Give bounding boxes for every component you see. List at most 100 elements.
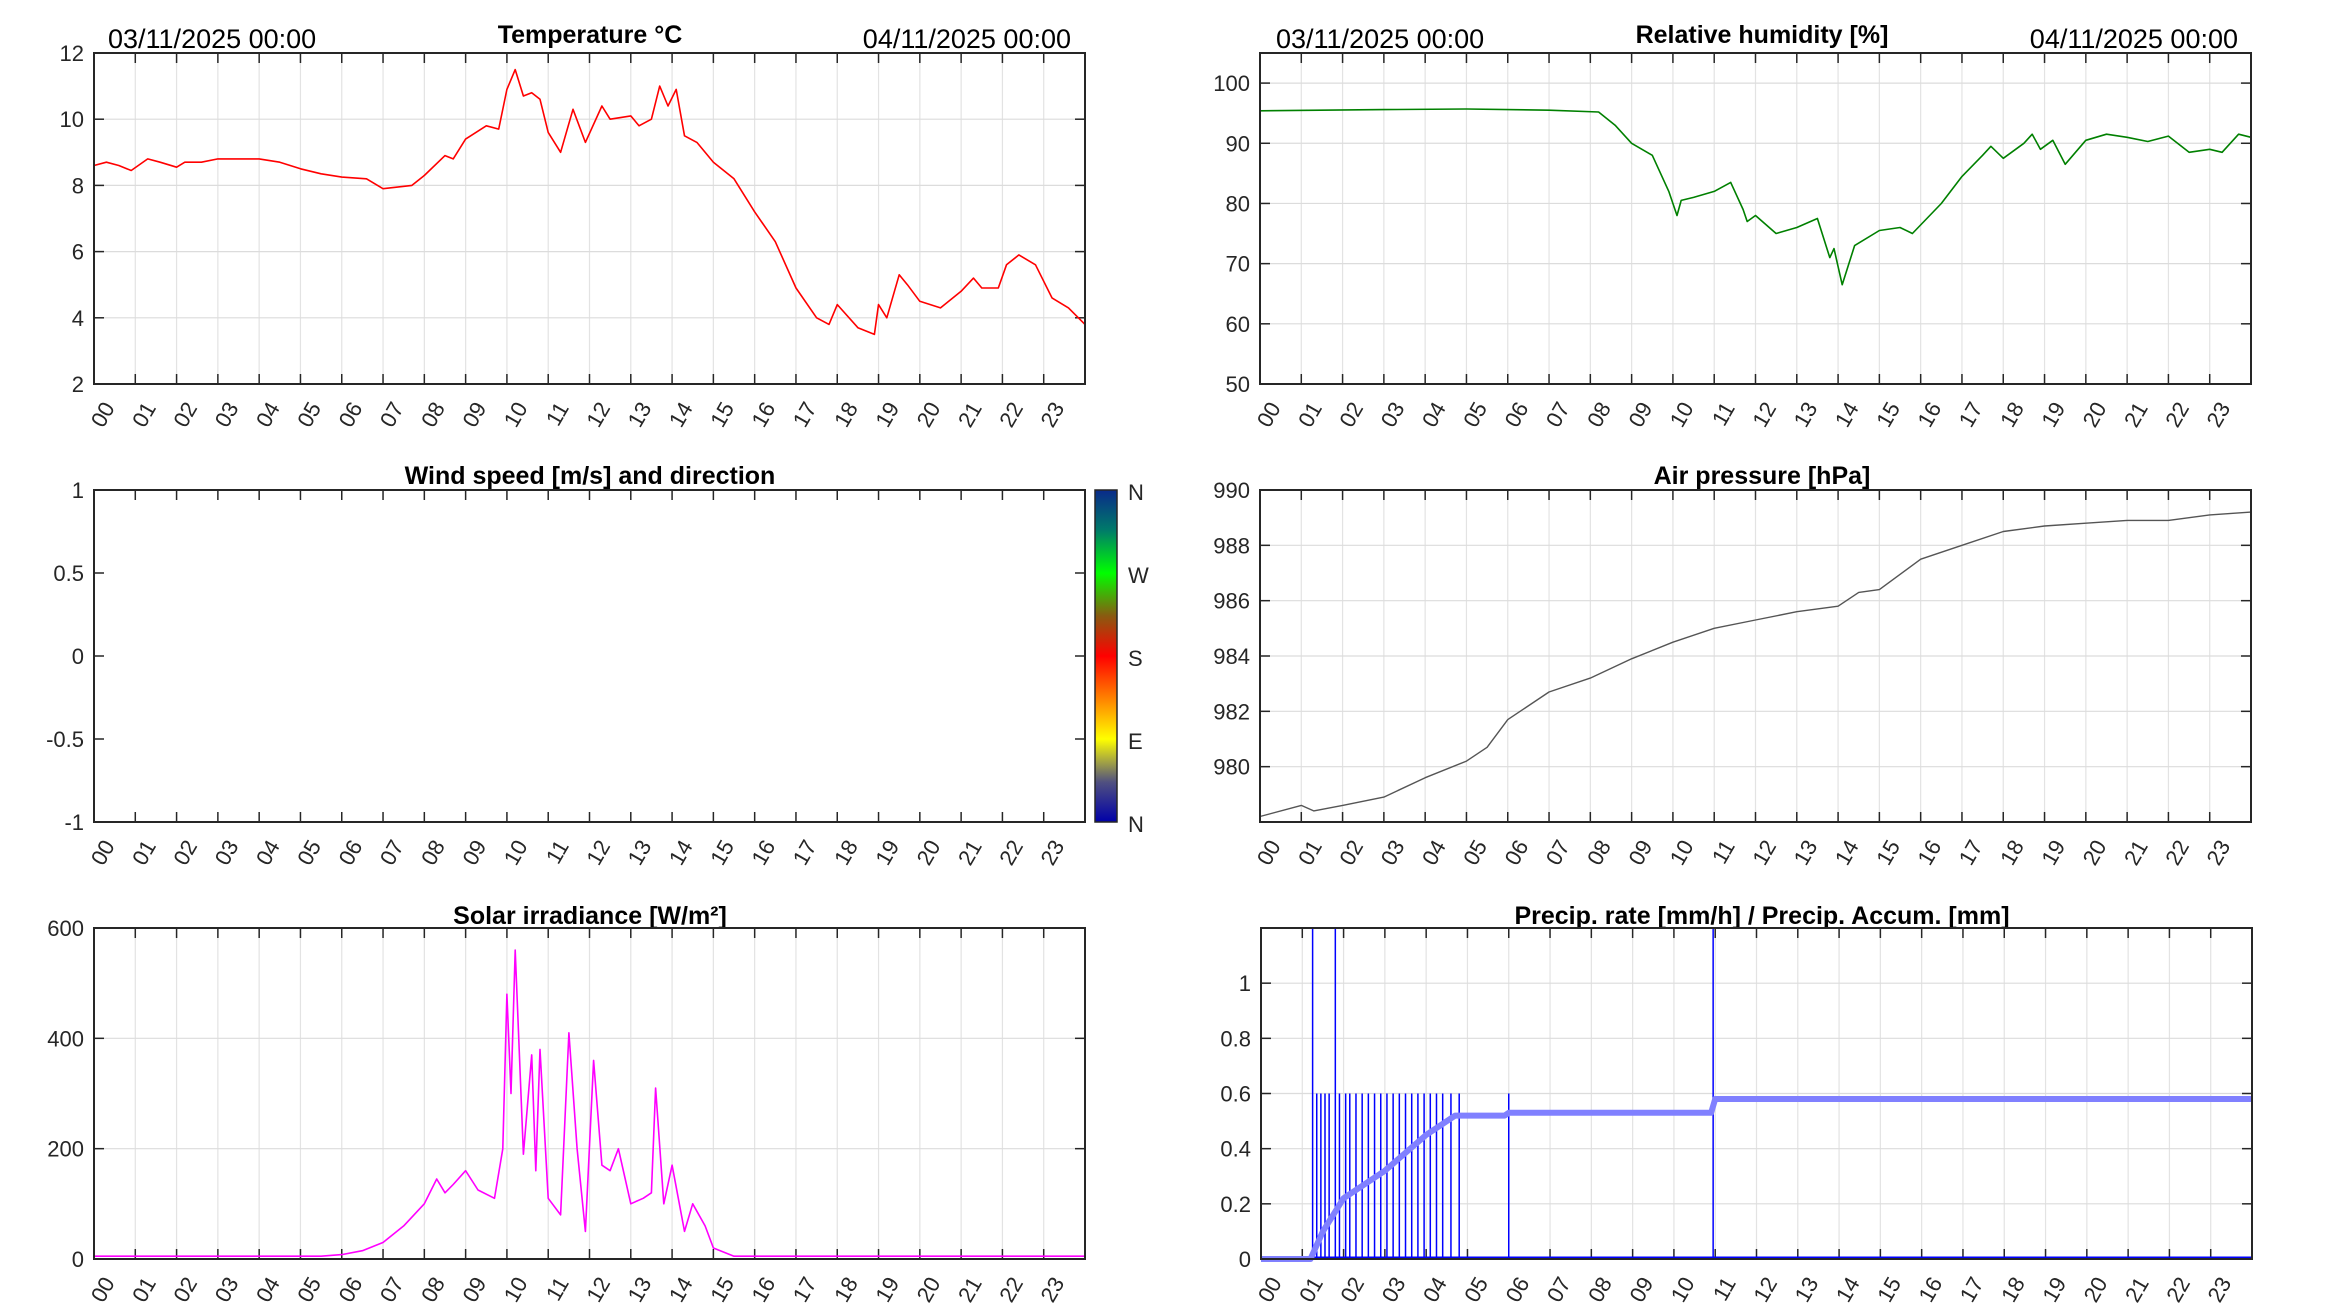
x-tick-label: 22 — [994, 398, 1028, 432]
x-tick-label: 22 — [2161, 1273, 2195, 1307]
y-tick-label: 50 — [1226, 372, 1250, 397]
y-tick-label: 0.8 — [1220, 1026, 1251, 1051]
temperature-start-date: 03/11/2025 00:00 — [108, 24, 316, 54]
y-tick-label: 100 — [1213, 71, 1250, 96]
y-tick-label: 200 — [47, 1137, 84, 1162]
x-tick-label: 17 — [788, 398, 822, 432]
x-tick-label: 12 — [581, 1273, 615, 1307]
y-tick-label: 982 — [1213, 699, 1250, 724]
x-tick-label: 18 — [829, 1273, 863, 1307]
x-tick-label: 09 — [1623, 398, 1657, 432]
x-tick-label: 14 — [664, 398, 698, 432]
x-tick-label: 23 — [1035, 836, 1069, 870]
x-tick-label: 23 — [2201, 836, 2235, 870]
x-tick-label: 14 — [1831, 1273, 1865, 1307]
x-tick-label: 17 — [788, 836, 822, 870]
x-tick-label: 06 — [1501, 1273, 1535, 1307]
x-tick-label: 15 — [1872, 1273, 1906, 1307]
x-tick-label: 20 — [2078, 398, 2112, 432]
x-tick-label: 07 — [1541, 398, 1575, 432]
x-tick-label: 21 — [953, 836, 987, 870]
x-tick-label: 04 — [1417, 398, 1451, 432]
x-tick-label: 14 — [664, 836, 698, 870]
x-tick-label: 13 — [623, 398, 657, 432]
y-tick-label: 1 — [72, 478, 84, 503]
x-tick-label: 06 — [334, 1273, 368, 1307]
x-tick-label: 01 — [1293, 836, 1327, 870]
x-tick-label: 16 — [746, 1273, 780, 1307]
y-tick-label: 0.6 — [1220, 1082, 1251, 1107]
x-tick-label: 18 — [829, 836, 863, 870]
x-tick-label: 11 — [1708, 1273, 1741, 1305]
x-tick-label: 05 — [1458, 836, 1492, 870]
temperature-axes: 00 01 02 03 04 05 06 07 08 09 10 11 12 13 14 15 16 17 18 19… — [60, 41, 1086, 432]
x-tick-label: 21 — [2120, 1273, 2154, 1307]
x-tick-label: 00 — [1252, 836, 1286, 870]
humidity-title: Relative humidity [%] — [1636, 21, 1889, 49]
x-tick-label: 20 — [912, 1273, 946, 1307]
x-tick-label: 05 — [292, 836, 326, 870]
x-tick-label: 19 — [870, 836, 904, 870]
x-tick-label: 13 — [1789, 836, 1823, 870]
y-tick-label: 90 — [1226, 131, 1250, 156]
y-tick-label: 984 — [1213, 644, 1250, 669]
x-tick-label: 19 — [2036, 398, 2070, 432]
x-tick-label: 05 — [292, 398, 326, 432]
x-tick-label: 02 — [1334, 398, 1368, 432]
y-tick-label: 10 — [60, 107, 84, 132]
x-tick-label: 04 — [1418, 1273, 1452, 1307]
x-tick-label: 23 — [2201, 398, 2235, 432]
y-tick-label: 0.4 — [1220, 1137, 1251, 1162]
wind-title: Wind speed [m/s] and direction — [405, 462, 776, 490]
y-tick-label: 988 — [1213, 533, 1250, 558]
x-tick-label: 17 — [1954, 398, 1988, 432]
x-tick-label: 09 — [1623, 836, 1657, 870]
wind-plot-area — [94, 490, 1085, 822]
x-tick-label: 04 — [251, 836, 285, 870]
y-tick-label: 980 — [1213, 755, 1250, 780]
x-tick-label: 02 — [168, 836, 202, 870]
x-tick-label: 12 — [581, 398, 615, 432]
colorbar-label-e: E — [1128, 729, 1143, 754]
x-tick-label: 10 — [1665, 398, 1699, 432]
x-tick-label: 00 — [86, 398, 120, 432]
x-tick-label: 01 — [1294, 1273, 1328, 1307]
x-tick-label: 17 — [1955, 1273, 1989, 1307]
x-tick-label: 13 — [623, 1273, 657, 1307]
pressure-series-line — [1259, 511, 2252, 818]
x-tick-label: 04 — [1417, 836, 1451, 870]
temperature-title: Temperature °C — [498, 21, 683, 49]
x-tick-label: 11 — [1707, 836, 1740, 868]
x-tick-label: 17 — [788, 1273, 822, 1307]
y-tick-label: 80 — [1226, 191, 1250, 216]
x-tick-label: 12 — [581, 836, 615, 870]
x-tick-label: 11 — [541, 398, 574, 430]
x-tick-label: 06 — [334, 398, 368, 432]
humidity-axes: 00 01 02 03 04 05 06 07 08 09 10 11 12 13 14 15 16 17 18 19… — [1213, 52, 2252, 432]
x-tick-label: 16 — [746, 398, 780, 432]
y-tick-label: -1 — [64, 810, 84, 835]
x-tick-label: 16 — [1912, 836, 1946, 870]
y-tick-label: 0.5 — [53, 561, 84, 586]
x-tick-label: 02 — [1334, 836, 1368, 870]
x-tick-label: 07 — [375, 398, 409, 432]
x-tick-label: 07 — [1541, 836, 1575, 870]
x-tick-label: 13 — [623, 836, 657, 870]
y-tick-label: 0.2 — [1220, 1192, 1251, 1217]
x-tick-label: 02 — [168, 1273, 202, 1307]
colorbar-label-n-top: N — [1128, 480, 1144, 505]
x-tick-label: 12 — [1747, 836, 1781, 870]
x-tick-label: 01 — [127, 836, 161, 870]
x-tick-label: 09 — [1624, 1273, 1658, 1307]
x-tick-label: 17 — [1954, 836, 1988, 870]
x-tick-label: 05 — [292, 1273, 326, 1307]
x-tick-label: 08 — [416, 836, 450, 870]
x-tick-label: 18 — [1996, 1273, 2030, 1307]
x-tick-label: 08 — [1583, 1273, 1617, 1307]
colorbar-label-n-bottom: N — [1128, 812, 1144, 837]
x-tick-label: 23 — [1035, 1273, 1069, 1307]
temperature-end-date: 04/11/2025 00:00 — [863, 24, 1071, 54]
x-tick-label: 11 — [541, 836, 574, 868]
pressure-axes-box — [1259, 489, 2252, 823]
